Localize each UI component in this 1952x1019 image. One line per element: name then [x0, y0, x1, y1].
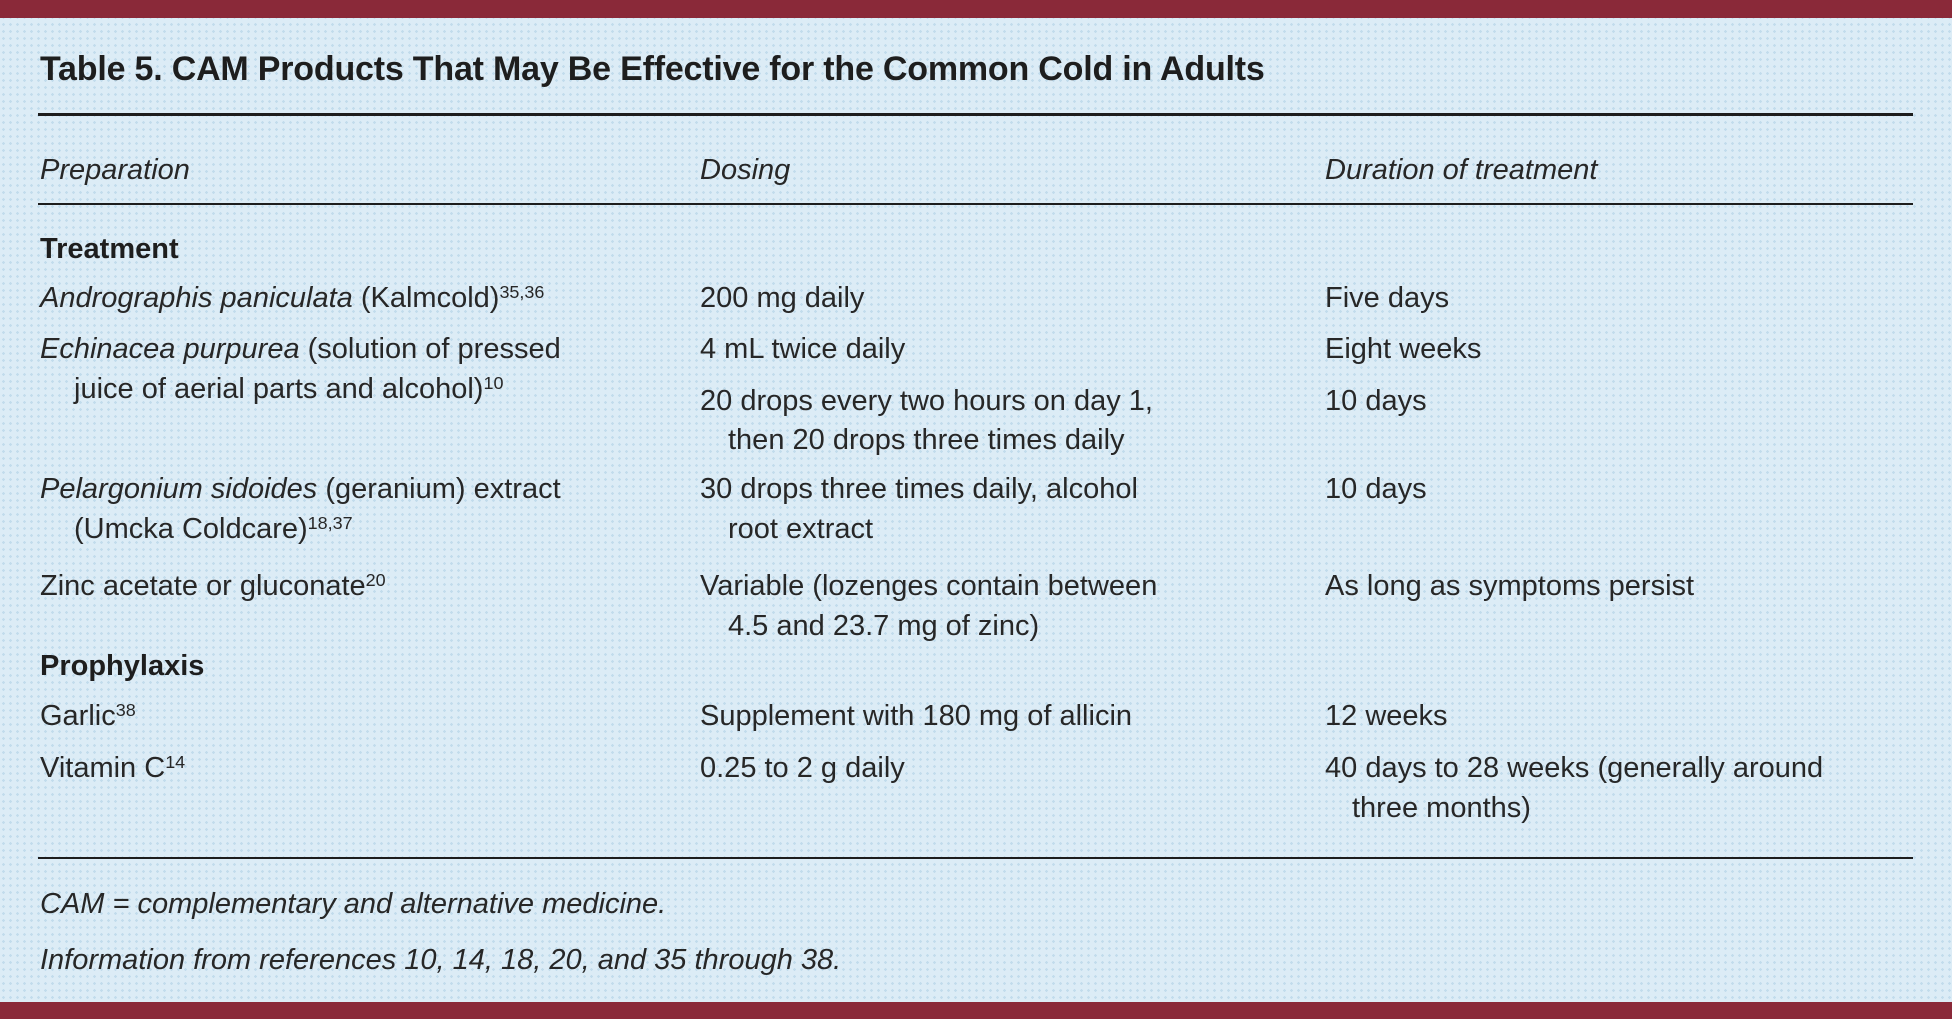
- duration-cell: 10 days: [1325, 385, 1427, 417]
- footnote-abbreviation: CAM = complementary and alternative medi…: [40, 888, 667, 920]
- preparation-text: Zinc acetate or gluconate: [40, 570, 366, 602]
- dosing-cell-wrap: 4.5 and 23.7 mg of zinc): [728, 610, 1040, 642]
- duration-cell: 10 days: [1325, 473, 1427, 505]
- preparation-cell: Echinacea purpurea (solution of pressed: [40, 335, 561, 364]
- duration-cell: 40 days to 28 weeks (generally around: [1325, 752, 1824, 784]
- preparation-text: (Umcka Coldcare): [74, 513, 308, 545]
- preparation-cell-wrap: juice of aerial parts and alcohol)10: [74, 373, 504, 405]
- dosing-cell: 0.25 to 2 g daily: [700, 752, 905, 784]
- duration-cell: Eight weeks: [1325, 333, 1482, 365]
- species-name: Andrographis paniculata: [40, 282, 353, 314]
- duration-cell-wrap: three months): [1352, 792, 1531, 824]
- reference-superscript: 10: [483, 373, 504, 394]
- dosing-cell: 200 mg daily: [700, 282, 865, 314]
- species-name: Echinacea purpurea: [40, 333, 300, 365]
- preparation-text: Vitamin C: [40, 752, 166, 784]
- duration-cell: 12 weeks: [1325, 700, 1448, 732]
- footnote-source: Information from references 10, 14, 18, …: [40, 944, 842, 976]
- reference-superscript: 18,37: [307, 513, 353, 534]
- dosing-cell: Variable (lozenges contain between: [700, 570, 1158, 602]
- preparation-text: Garlic: [40, 700, 116, 732]
- section-header-treatment: Treatment: [40, 233, 179, 265]
- preparation-cell: Garlic38: [40, 700, 136, 732]
- preparation-cell: Vitamin C14: [40, 752, 186, 784]
- preparation-text: (solution of pressed: [299, 333, 561, 365]
- preparation-cell: Pelargonium sidoides (geranium) extract: [40, 475, 561, 504]
- duration-cell: Five days: [1325, 282, 1450, 314]
- reference-superscript: 38: [115, 700, 136, 721]
- dosing-cell: 4 mL twice daily: [700, 333, 906, 365]
- section-header-prophylaxis: Prophylaxis: [40, 650, 205, 682]
- column-header-dosing: Dosing: [700, 154, 791, 186]
- preparation-cell-wrap: (Umcka Coldcare)18,37: [74, 513, 353, 545]
- divider-line-under-headers: [38, 203, 1913, 205]
- preparation-cell: Andrographis paniculata (Kalmcold)35,36: [40, 282, 545, 314]
- bottom-accent-bar: [0, 1002, 1952, 1019]
- dosing-cell: 30 drops three times daily, alcohol: [700, 473, 1138, 505]
- column-header-preparation: Preparation: [40, 154, 190, 186]
- dosing-cell-wrap: then 20 drops three times daily: [728, 424, 1125, 456]
- reference-superscript: 14: [165, 752, 186, 773]
- duration-cell: As long as symptoms persist: [1325, 570, 1695, 602]
- preparation-text: juice of aerial parts and alcohol): [74, 373, 484, 405]
- dosing-cell: 20 drops every two hours on day 1,: [700, 385, 1153, 417]
- divider-line-under-title: [38, 113, 1913, 116]
- preparation-cell: Zinc acetate or gluconate20: [40, 570, 386, 602]
- dosing-cell: Supplement with 180 mg of allicin: [700, 700, 1133, 732]
- column-header-duration: Duration of treatment: [1325, 154, 1598, 186]
- table-title: Table 5. CAM Products That May Be Effect…: [40, 50, 1265, 88]
- divider-line-above-footnotes: [38, 857, 1913, 859]
- preparation-text: (Kalmcold): [352, 282, 500, 314]
- reference-superscript: 20: [365, 570, 386, 591]
- reference-superscript: 35,36: [499, 282, 545, 303]
- dosing-cell-wrap: root extract: [728, 513, 874, 545]
- top-accent-bar: [0, 0, 1952, 18]
- preparation-text: (geranium) extract: [317, 473, 561, 505]
- species-name: Pelargonium sidoides: [40, 473, 318, 505]
